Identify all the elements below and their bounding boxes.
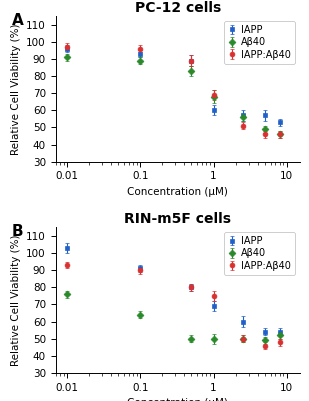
Title: PC-12 cells: PC-12 cells: [134, 1, 221, 15]
Text: A: A: [12, 13, 23, 28]
Legend: IAPP, Aβ40, IAPP:Aβ40: IAPP, Aβ40, IAPP:Aβ40: [224, 21, 295, 63]
X-axis label: Concentration (μM): Concentration (μM): [127, 398, 228, 401]
Legend: IAPP, Aβ40, IAPP:Aβ40: IAPP, Aβ40, IAPP:Aβ40: [224, 232, 295, 275]
Y-axis label: Relative Cell Viability (%): Relative Cell Viability (%): [11, 23, 21, 155]
Y-axis label: Relative Cell Viability (%): Relative Cell Viability (%): [11, 234, 21, 366]
Text: B: B: [12, 224, 23, 239]
Title: RIN-m5F cells: RIN-m5F cells: [124, 212, 231, 226]
X-axis label: Concentration (μM): Concentration (μM): [127, 187, 228, 197]
